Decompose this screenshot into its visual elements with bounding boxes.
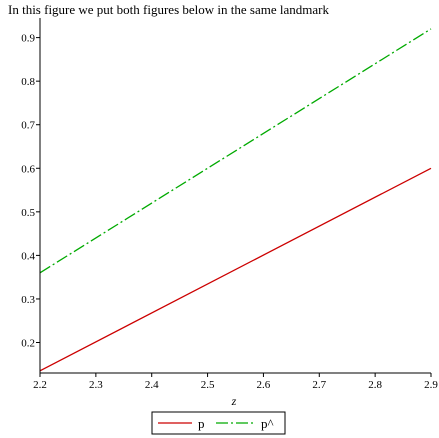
y-ticks: 0.2 0.3 0.4 0.5 0.6 0.7 0.8 0.9: [21, 33, 40, 350]
x-tick-label: 2.2: [33, 379, 47, 391]
y-tick-label: 0.6: [21, 163, 35, 175]
x-ticks: 2.2 2.3 2.4 2.5 2.6 2.7 2.8 2.9: [33, 373, 438, 391]
x-tick-label: 2.3: [89, 379, 103, 391]
x-tick-label: 2.9: [424, 379, 438, 391]
chart-title: In this figure we put both figures below…: [8, 2, 329, 17]
legend-label-p-hat: p^: [261, 416, 274, 431]
series-line-0: [39, 167, 432, 372]
x-tick-label: 2.8: [368, 379, 382, 391]
x-axis-label: z: [231, 394, 237, 408]
x-tick-label: 2.6: [257, 379, 271, 391]
y-tick-label: 0.9: [21, 33, 35, 45]
x-tick-label: 2.4: [145, 379, 159, 391]
x-tick-label: 2.7: [312, 379, 326, 391]
y-tick-label: 0.2: [21, 338, 35, 350]
y-tick-label: 0.5: [21, 207, 35, 219]
legend-label-p: p: [198, 416, 205, 431]
y-tick-label: 0.4: [21, 250, 35, 262]
y-tick-label: 0.7: [21, 120, 35, 132]
y-tick-label: 0.8: [21, 76, 35, 88]
x-tick-label: 2.5: [201, 379, 215, 391]
plot-lines: [39, 28, 432, 372]
y-tick-label: 0.3: [21, 294, 35, 306]
series-line-1: [39, 28, 432, 274]
legend: p p^: [151, 411, 286, 435]
